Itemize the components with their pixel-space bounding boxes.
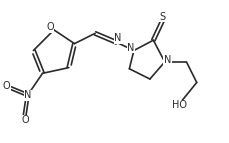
Text: N: N [128,43,135,53]
Text: O: O [3,81,10,91]
Text: N: N [114,33,122,43]
Text: O: O [22,115,29,125]
Text: S: S [160,12,166,22]
Text: O: O [46,22,54,32]
Text: HO: HO [172,100,187,110]
Text: N: N [24,90,31,100]
Text: N: N [164,55,171,65]
